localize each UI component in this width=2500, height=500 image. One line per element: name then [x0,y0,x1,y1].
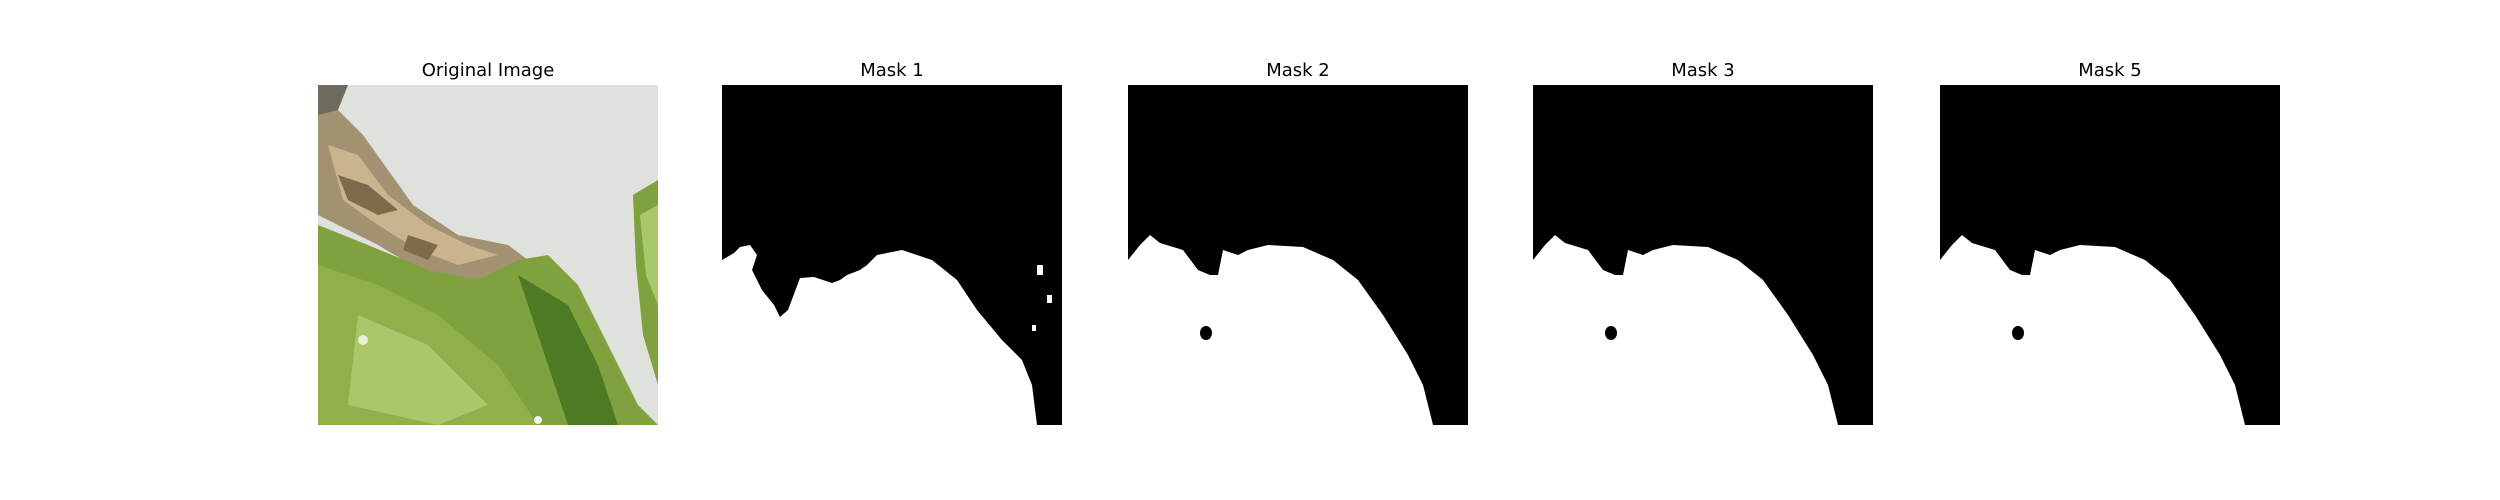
mask-1 [722,85,1062,425]
mask-1-image [722,85,1062,425]
mask-2 [1128,85,1468,425]
leaf-photo [318,85,658,425]
mask-3-image [1533,85,1873,425]
mask-5 [1940,85,2280,425]
mask-5-image [1940,85,2280,425]
panel-title: Original Image [421,60,555,81]
mask-2-image [1128,85,1468,425]
panel-title: Mask 1 [860,60,924,81]
panel-title: Mask 3 [1671,60,1735,81]
original-image [318,85,658,425]
panel-title: Mask 2 [1266,60,1330,81]
panel-title: Mask 5 [2078,60,2142,81]
mask-3 [1533,85,1873,425]
